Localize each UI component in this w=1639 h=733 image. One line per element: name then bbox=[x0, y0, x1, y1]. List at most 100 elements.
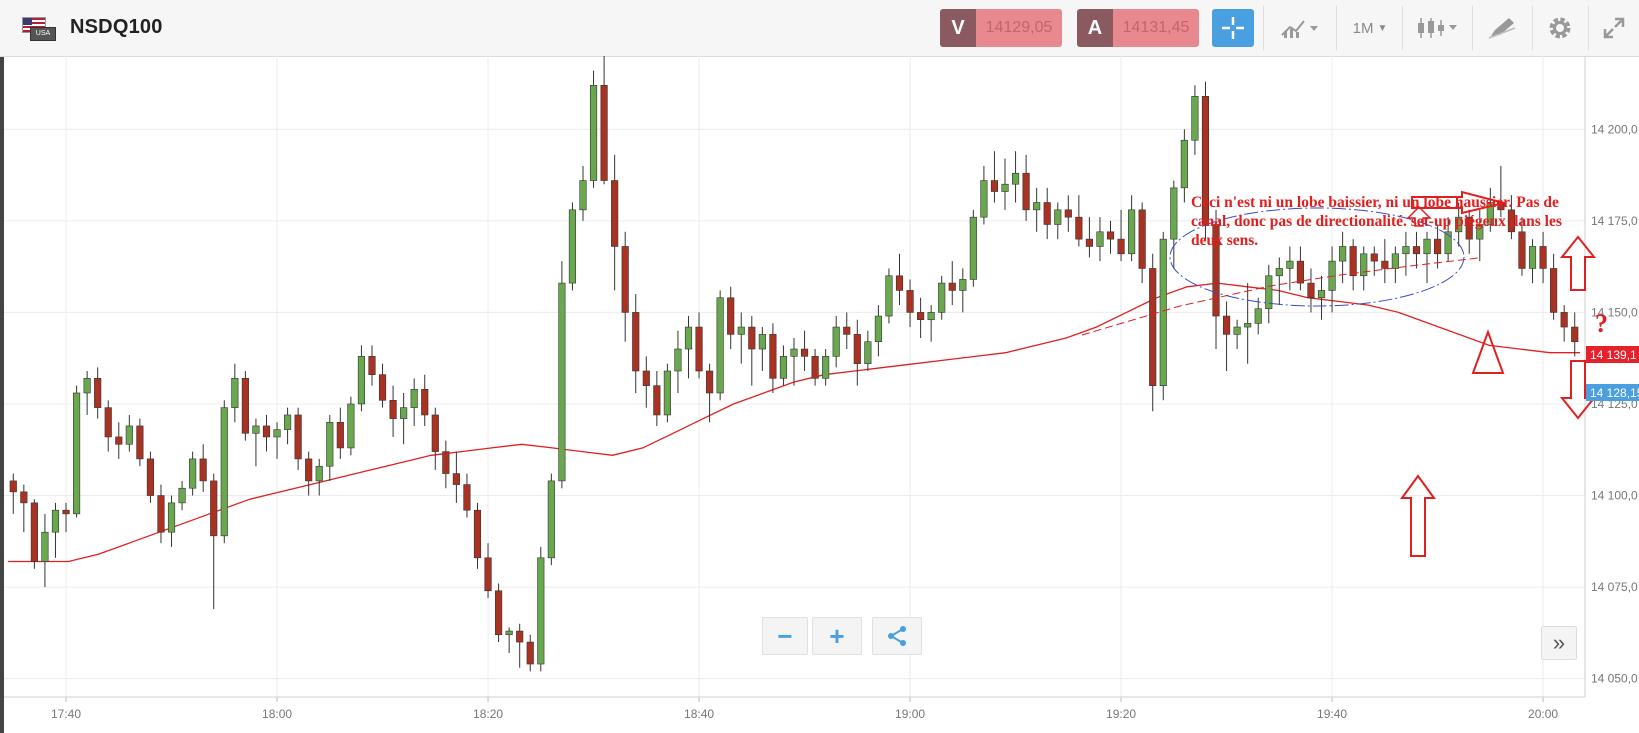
chart-area[interactable]: 14 050,0 14 075,0 14 100,0 14 125,0 14 150,0… bbox=[0, 56, 1639, 733]
candle-body bbox=[1455, 216, 1463, 233]
pencil-icon bbox=[1488, 18, 1516, 39]
buy-button[interactable]: A 14131,45 bbox=[1077, 9, 1199, 47]
candle bbox=[294, 407, 302, 470]
zoom-in-button[interactable]: + bbox=[812, 617, 862, 655]
candle-body bbox=[1170, 187, 1178, 240]
price-chart[interactable]: 14 050,014 075,014 100,014 125,014 150,0… bbox=[0, 56, 1639, 733]
candle bbox=[558, 261, 566, 489]
candle bbox=[885, 268, 893, 324]
candle bbox=[959, 268, 967, 313]
candle-body bbox=[516, 630, 524, 643]
candle bbox=[357, 345, 366, 412]
sell-button[interactable]: V 14129,05 bbox=[940, 9, 1062, 47]
candle-body bbox=[231, 378, 239, 408]
small-up-arrow-icon bbox=[1406, 205, 1432, 227]
candle bbox=[748, 316, 756, 386]
last-price-label: 14 139,1 bbox=[1590, 348, 1637, 362]
share-button[interactable] bbox=[872, 617, 922, 655]
settings-button[interactable] bbox=[1540, 9, 1580, 47]
candle-body bbox=[220, 407, 228, 537]
candle-body bbox=[1222, 315, 1231, 335]
range-ellipse bbox=[1169, 207, 1465, 307]
candle-body bbox=[452, 473, 460, 485]
candle bbox=[189, 451, 197, 496]
candle-body bbox=[30, 502, 38, 562]
candle-body bbox=[895, 275, 904, 291]
bid-price-tag: 14 128,15 bbox=[1586, 384, 1639, 401]
candle-body bbox=[1275, 268, 1283, 277]
candle-body bbox=[431, 414, 439, 452]
scroll-to-latest-button[interactable]: » bbox=[1541, 626, 1577, 660]
candle-body bbox=[1307, 282, 1315, 299]
buy-price: 14131,45 bbox=[1113, 9, 1199, 47]
candle-body bbox=[1191, 95, 1199, 141]
candle-body bbox=[273, 429, 281, 438]
candle bbox=[1370, 246, 1378, 276]
candle-body bbox=[378, 374, 387, 401]
candle-body bbox=[1138, 209, 1146, 269]
candle bbox=[315, 458, 323, 496]
candle bbox=[895, 253, 904, 306]
candle bbox=[621, 231, 629, 342]
candle bbox=[1286, 246, 1294, 291]
gear-icon bbox=[1549, 17, 1571, 39]
candle bbox=[378, 363, 387, 408]
up-arrow-icon bbox=[1400, 474, 1436, 557]
candle-body bbox=[1528, 246, 1537, 269]
candle-body bbox=[1423, 238, 1431, 255]
y-tick-label: 14 200,0 bbox=[1591, 122, 1638, 136]
y-axis-ticks: 14 050,014 075,014 100,014 125,014 150,0… bbox=[1591, 122, 1638, 685]
candle bbox=[579, 165, 587, 221]
candle-body bbox=[1560, 312, 1568, 328]
fullscreen-button[interactable] bbox=[1596, 9, 1632, 47]
candle-body bbox=[178, 487, 186, 504]
y-tick-label: 14 050,0 bbox=[1591, 672, 1638, 686]
candle-body bbox=[336, 421, 344, 449]
candle-body bbox=[800, 348, 809, 357]
chart-toolbar: USA NSDQ100 V 14129,05 A 14131,45 1M ▼ bbox=[0, 0, 1639, 57]
candle-body bbox=[917, 312, 925, 321]
candle-body bbox=[1201, 95, 1210, 225]
indicators-button[interactable] bbox=[1270, 9, 1330, 47]
x-tick-label: 18:00 bbox=[262, 707, 292, 721]
candle bbox=[843, 312, 851, 350]
timeframe-selector[interactable]: 1M ▼ bbox=[1344, 9, 1396, 47]
candle-body bbox=[167, 502, 176, 533]
candle-body bbox=[695, 326, 703, 372]
candle bbox=[273, 422, 281, 459]
last-price-tag: 14 139,1 bbox=[1586, 346, 1639, 363]
candle bbox=[674, 330, 682, 393]
candle bbox=[1022, 154, 1030, 221]
crosshair-button[interactable] bbox=[1212, 9, 1254, 47]
candle bbox=[421, 374, 429, 426]
candle-body bbox=[1381, 260, 1389, 269]
zoom-out-button[interactable]: − bbox=[762, 617, 808, 655]
candle-body bbox=[1265, 275, 1273, 310]
candle-body bbox=[1233, 326, 1241, 335]
candle bbox=[642, 356, 650, 408]
candle bbox=[537, 546, 545, 672]
candle bbox=[589, 70, 598, 188]
annotation-text: Ceci n'est ni un lobe baissier, ni un lo… bbox=[1191, 194, 1562, 249]
chart-type-button[interactable] bbox=[1410, 9, 1466, 47]
candle-body bbox=[1075, 216, 1083, 240]
candle-body bbox=[684, 326, 693, 350]
flag-label: USA bbox=[30, 26, 56, 41]
timeframe-label: 1M bbox=[1352, 19, 1374, 37]
draw-tools-button[interactable] bbox=[1480, 9, 1524, 47]
candle bbox=[347, 396, 355, 456]
candle bbox=[1159, 231, 1167, 401]
candle bbox=[368, 345, 376, 386]
candle-body bbox=[442, 451, 450, 474]
candle-body bbox=[1149, 268, 1157, 386]
candle bbox=[1085, 217, 1093, 258]
candle bbox=[136, 418, 144, 467]
candle bbox=[1128, 195, 1136, 262]
candle-body bbox=[874, 315, 882, 343]
candle-body bbox=[790, 348, 798, 357]
candle-body bbox=[1117, 238, 1125, 255]
instrument-selector[interactable]: USA NSDQ100 bbox=[22, 16, 163, 41]
candle-body bbox=[368, 356, 376, 375]
candle bbox=[1317, 275, 1326, 320]
candle-body bbox=[600, 85, 608, 181]
